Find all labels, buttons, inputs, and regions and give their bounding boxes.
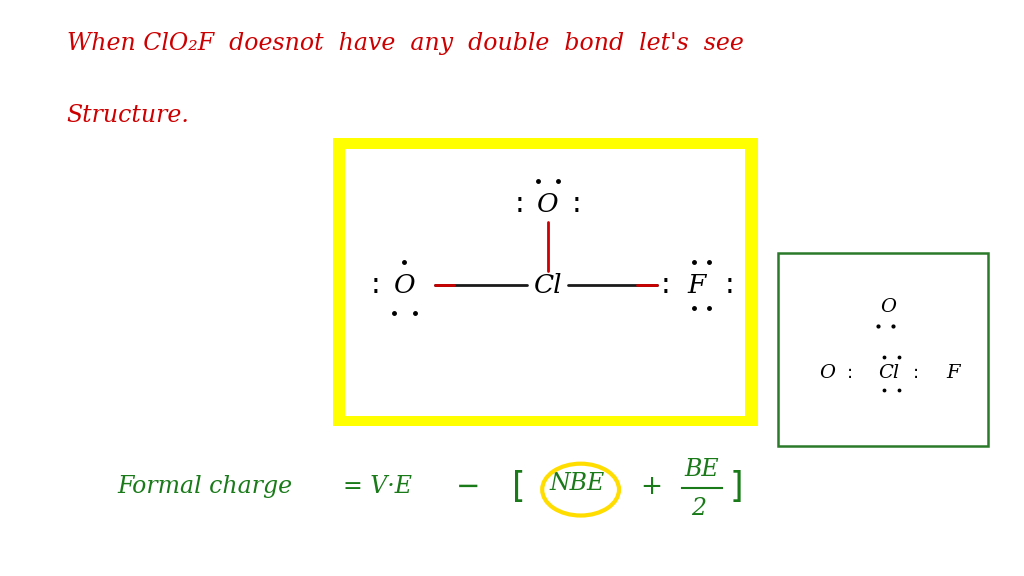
Text: O: O (819, 364, 835, 382)
Bar (778, 253, 988, 446)
Text: :: : (514, 191, 524, 218)
Text: O: O (537, 192, 559, 217)
Text: :: : (571, 191, 582, 218)
Text: 2: 2 (691, 497, 707, 520)
Text: Cl: Cl (878, 364, 899, 382)
Text: When ClO₂F  doesnot  have  any  double  bond  let's  see: When ClO₂F doesnot have any double bond … (67, 32, 743, 55)
Bar (333, 138, 758, 426)
Text: BE: BE (684, 458, 719, 481)
Text: :: : (371, 271, 381, 299)
Text: F: F (687, 272, 706, 298)
Text: :: : (660, 271, 671, 299)
Bar (345, 149, 745, 416)
Text: Cl: Cl (534, 272, 562, 298)
Text: [: [ (512, 469, 525, 504)
Text: O: O (393, 272, 416, 298)
Text: :: : (848, 364, 853, 382)
Text: NBE: NBE (550, 472, 605, 495)
Text: +: + (640, 473, 662, 500)
Text: ]: ] (729, 469, 742, 504)
Text: F: F (946, 364, 959, 382)
Text: O: O (881, 298, 896, 316)
Text: :: : (913, 364, 919, 382)
Text: = V·E: = V·E (343, 475, 412, 498)
Text: Formal charge: Formal charge (118, 475, 293, 498)
Text: Structure.: Structure. (67, 104, 189, 127)
Text: −: − (456, 473, 480, 501)
Text: :: : (724, 271, 734, 299)
